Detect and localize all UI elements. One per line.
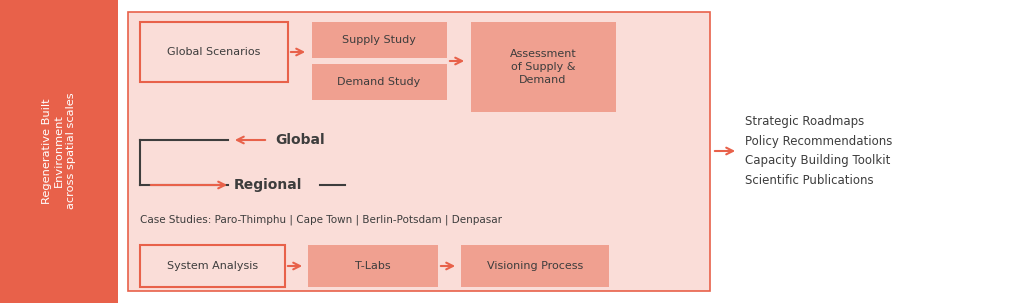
Text: Assessment
of Supply &
Demand: Assessment of Supply & Demand (510, 49, 577, 85)
Text: Global Scenarios: Global Scenarios (167, 47, 261, 57)
Text: Visioning Process: Visioning Process (486, 261, 583, 271)
Text: Global: Global (275, 133, 325, 147)
Text: Supply Study: Supply Study (342, 35, 416, 45)
Text: Regional: Regional (234, 178, 302, 192)
FancyBboxPatch shape (128, 12, 710, 291)
FancyBboxPatch shape (140, 22, 288, 82)
Text: System Analysis: System Analysis (168, 261, 259, 271)
FancyBboxPatch shape (308, 245, 438, 287)
Text: Regenerative Built
Environment
across spatial scales: Regenerative Built Environment across sp… (42, 93, 76, 209)
Text: Demand Study: Demand Study (337, 77, 421, 87)
FancyBboxPatch shape (0, 0, 118, 303)
Text: T-Labs: T-Labs (355, 261, 391, 271)
FancyBboxPatch shape (471, 22, 616, 112)
Text: Case Studies: Paro-Thimphu | Cape Town | Berlin-Potsdam | Denpasar: Case Studies: Paro-Thimphu | Cape Town |… (140, 215, 502, 225)
Text: Strategic Roadmaps
Policy Recommendations
Capacity Building Toolkit
Scientific P: Strategic Roadmaps Policy Recommendation… (745, 115, 892, 187)
FancyBboxPatch shape (312, 22, 447, 58)
FancyBboxPatch shape (140, 245, 285, 287)
FancyBboxPatch shape (312, 64, 447, 100)
FancyBboxPatch shape (461, 245, 609, 287)
